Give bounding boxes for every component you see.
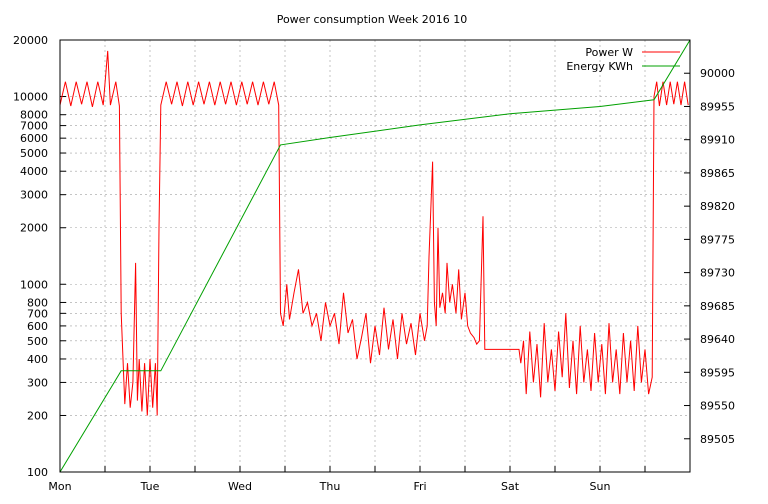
grid	[60, 39, 690, 473]
left-tick-label: 400	[27, 353, 48, 366]
legend-label: Energy KWh	[566, 60, 633, 73]
left-tick-label: 6000	[20, 132, 48, 145]
legend-label: Power W	[585, 46, 633, 59]
plot-frame	[59, 39, 691, 473]
series-layer	[59, 39, 691, 473]
chart-title: Power consumption Week 2016 10	[277, 13, 468, 26]
left-tick-label: 700	[27, 307, 48, 320]
series-power-w	[59, 50, 689, 416]
right-y-axis: 89505 89550 89595 89640 89685 89730 89775 89820…	[684, 67, 735, 446]
x-tick-label: Thu	[319, 480, 341, 493]
x-tick-label: Sat	[501, 480, 520, 493]
right-tick-label: 89775	[700, 233, 735, 246]
left-tick-label: 4000	[20, 165, 48, 178]
right-tick-label: 89910	[700, 134, 735, 147]
left-tick-label: 7000	[20, 120, 48, 133]
right-tick-label: 89820	[700, 200, 735, 213]
left-tick-label: 20000	[13, 34, 48, 47]
x-tick-label: Sun	[590, 480, 611, 493]
left-tick-label: 600	[27, 320, 48, 333]
left-tick-label: 200	[27, 409, 48, 422]
right-tick-label: 90000	[700, 67, 735, 80]
x-tick-label: Fri	[413, 480, 426, 493]
right-tick-label: 89730	[700, 267, 735, 280]
right-tick-label: 89550	[700, 400, 735, 413]
left-tick-label: 8000	[20, 109, 48, 122]
left-tick-label: 500	[27, 335, 48, 348]
x-axis: Mon Tue Wed Thu Fri Sat Sun	[48, 466, 691, 493]
right-tick-label: 89505	[700, 433, 735, 446]
left-tick-label: 100	[27, 466, 48, 479]
left-tick-label: 3000	[20, 189, 48, 202]
left-tick-label: 1000	[20, 278, 48, 291]
series-energy-kwh	[59, 39, 691, 473]
left-tick-label: 5000	[20, 147, 48, 160]
right-tick-label: 89955	[700, 100, 735, 113]
right-tick-label: 89685	[700, 300, 735, 313]
right-tick-label: 89865	[700, 167, 735, 180]
right-tick-label: 89595	[700, 366, 735, 379]
left-tick-label: 800	[27, 296, 48, 309]
left-tick-label: 2000	[20, 222, 48, 235]
left-tick-label: 10000	[13, 91, 48, 104]
x-tick-label: Tue	[140, 480, 160, 493]
x-tick-label: Mon	[48, 480, 71, 493]
right-tick-label: 89640	[700, 333, 735, 346]
x-tick-label: Wed	[228, 480, 252, 493]
left-tick-label: 300	[27, 376, 48, 389]
